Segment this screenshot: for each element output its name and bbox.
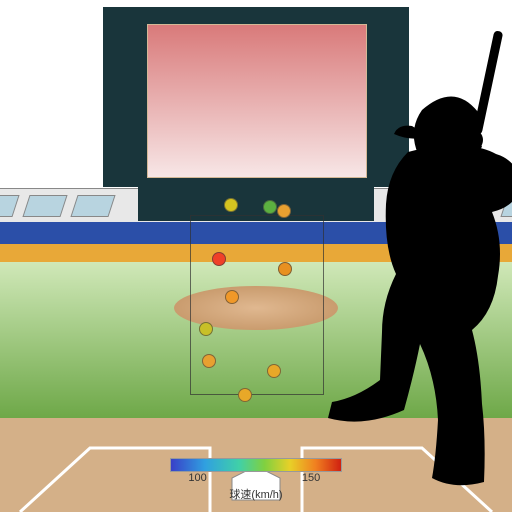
pitch-marker <box>238 388 252 402</box>
pitch-marker <box>225 290 239 304</box>
velocity-legend: 100 150 球速(km/h) <box>170 458 342 502</box>
pitch-marker <box>224 198 238 212</box>
velocity-colorbar <box>170 458 342 472</box>
stand-window <box>70 195 115 217</box>
velocity-tick: 150 <box>302 472 320 484</box>
pitch-marker <box>267 364 281 378</box>
pitch-marker <box>278 262 292 276</box>
pitch-marker <box>263 200 277 214</box>
pitch-marker <box>277 204 291 218</box>
pitch-location-scene: 100 150 球速(km/h) <box>0 0 512 512</box>
pitch-marker <box>202 354 216 368</box>
velocity-ticks: 100 150 <box>170 472 342 486</box>
velocity-tick: 100 <box>188 472 206 484</box>
stand-window <box>22 195 67 217</box>
pitch-marker <box>199 322 213 336</box>
batter-silhouette <box>312 30 512 510</box>
strike-zone-box <box>190 215 324 395</box>
pitch-marker <box>212 252 226 266</box>
velocity-axis-label: 球速(km/h) <box>170 486 342 502</box>
